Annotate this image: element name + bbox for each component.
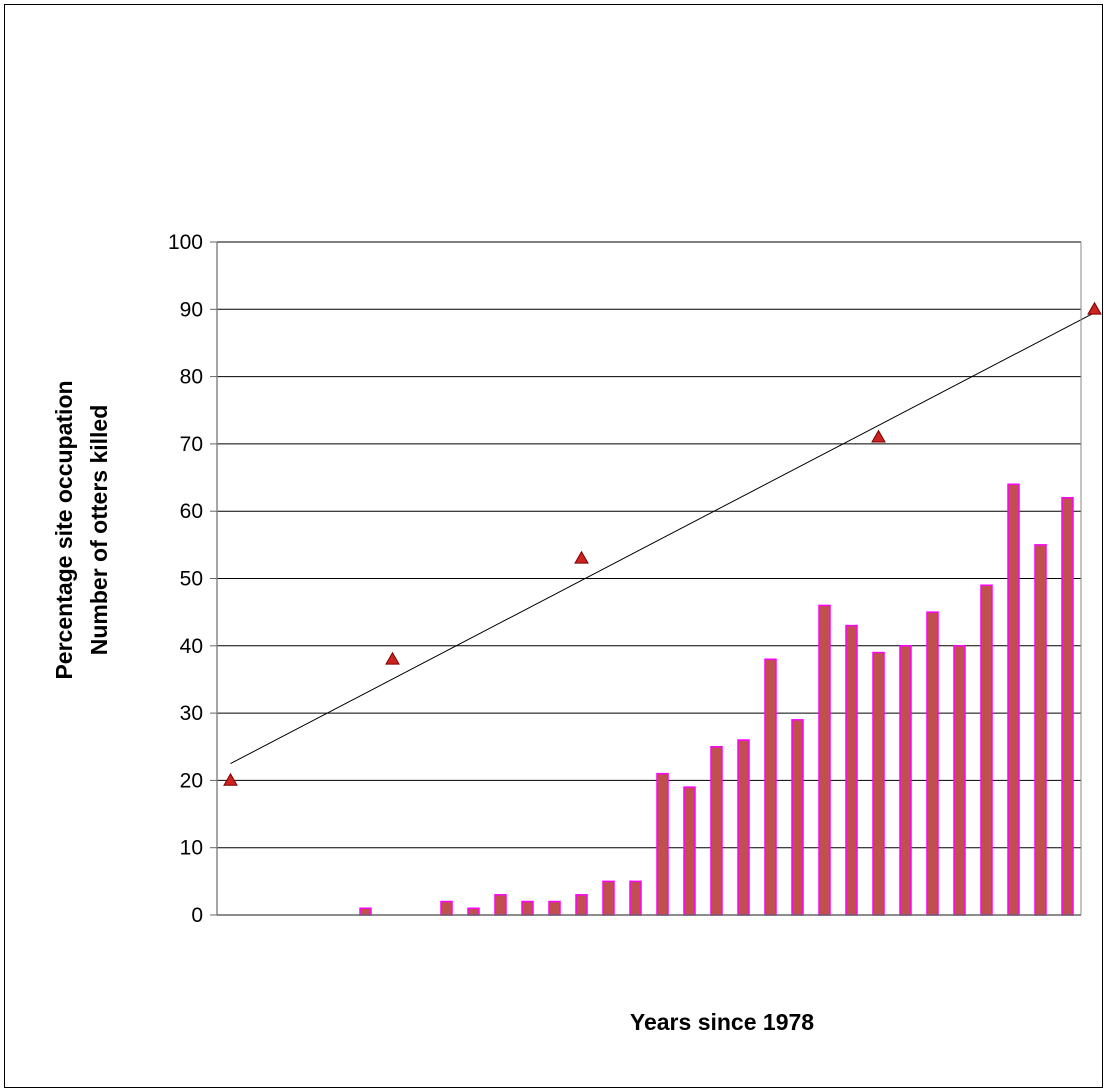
bar-9 bbox=[440, 900, 453, 916]
bar-series bbox=[359, 483, 1074, 916]
bar-31 bbox=[1034, 544, 1047, 916]
y-tick-label-10: 10 bbox=[180, 837, 203, 860]
scatter-point-7 bbox=[385, 651, 400, 665]
bar-13 bbox=[548, 900, 561, 916]
y-tick-label-90: 90 bbox=[180, 298, 203, 321]
bar-12 bbox=[521, 900, 534, 916]
y-tick-label-30: 30 bbox=[180, 702, 203, 725]
scatter-point-14 bbox=[574, 550, 589, 564]
chart-frame bbox=[4, 4, 1103, 1088]
y-tick-label-80: 80 bbox=[180, 366, 203, 389]
bar-28 bbox=[953, 645, 966, 916]
bar-14 bbox=[575, 894, 588, 916]
bar-15 bbox=[602, 880, 615, 916]
bar-10 bbox=[467, 907, 480, 916]
y-tick-label-100: 100 bbox=[168, 231, 203, 254]
bar-21 bbox=[764, 658, 777, 916]
bar-6 bbox=[359, 907, 372, 916]
trendline bbox=[230, 312, 1095, 765]
scatter-point-25 bbox=[871, 429, 886, 443]
scatter-point-1 bbox=[223, 772, 238, 786]
y-tick-label-40: 40 bbox=[180, 635, 203, 658]
trendline-segment bbox=[230, 312, 1095, 765]
y-axis-title-line-1: Percentage site occupation bbox=[51, 380, 77, 679]
y-tick-label-0: 0 bbox=[191, 904, 203, 927]
bar-20 bbox=[737, 739, 750, 916]
bar-19 bbox=[710, 746, 723, 916]
y-tick-labels: 0 10 20 30 40 50 60 70 80 90 100 bbox=[168, 231, 203, 927]
bar-27 bbox=[926, 611, 939, 916]
x-axis-title: Years since 1978 bbox=[630, 1009, 814, 1035]
y-axis-title-line-2: Number of otters killed bbox=[86, 405, 112, 655]
bar-17 bbox=[656, 772, 669, 916]
bar-24 bbox=[845, 624, 858, 916]
bar-29 bbox=[980, 584, 993, 916]
bar-16 bbox=[629, 880, 642, 916]
scatter-point-33 bbox=[1087, 301, 1102, 315]
bar-30 bbox=[1007, 483, 1020, 916]
bar-26 bbox=[899, 645, 912, 916]
y-tick-label-60: 60 bbox=[180, 500, 203, 523]
y-tick-label-70: 70 bbox=[180, 433, 203, 456]
bar-32 bbox=[1061, 496, 1074, 916]
axes bbox=[210, 241, 1082, 916]
y-tick-label-20: 20 bbox=[180, 769, 203, 792]
bar-22 bbox=[791, 719, 804, 916]
scatter-series bbox=[223, 301, 1102, 786]
bar-11 bbox=[494, 894, 507, 916]
y-tick-label-50: 50 bbox=[180, 568, 203, 591]
axis-titles: Percentage site occupation Number of ott… bbox=[51, 380, 814, 1035]
bar-25 bbox=[872, 651, 885, 916]
bar-23 bbox=[818, 604, 831, 916]
bar-18 bbox=[683, 786, 696, 916]
